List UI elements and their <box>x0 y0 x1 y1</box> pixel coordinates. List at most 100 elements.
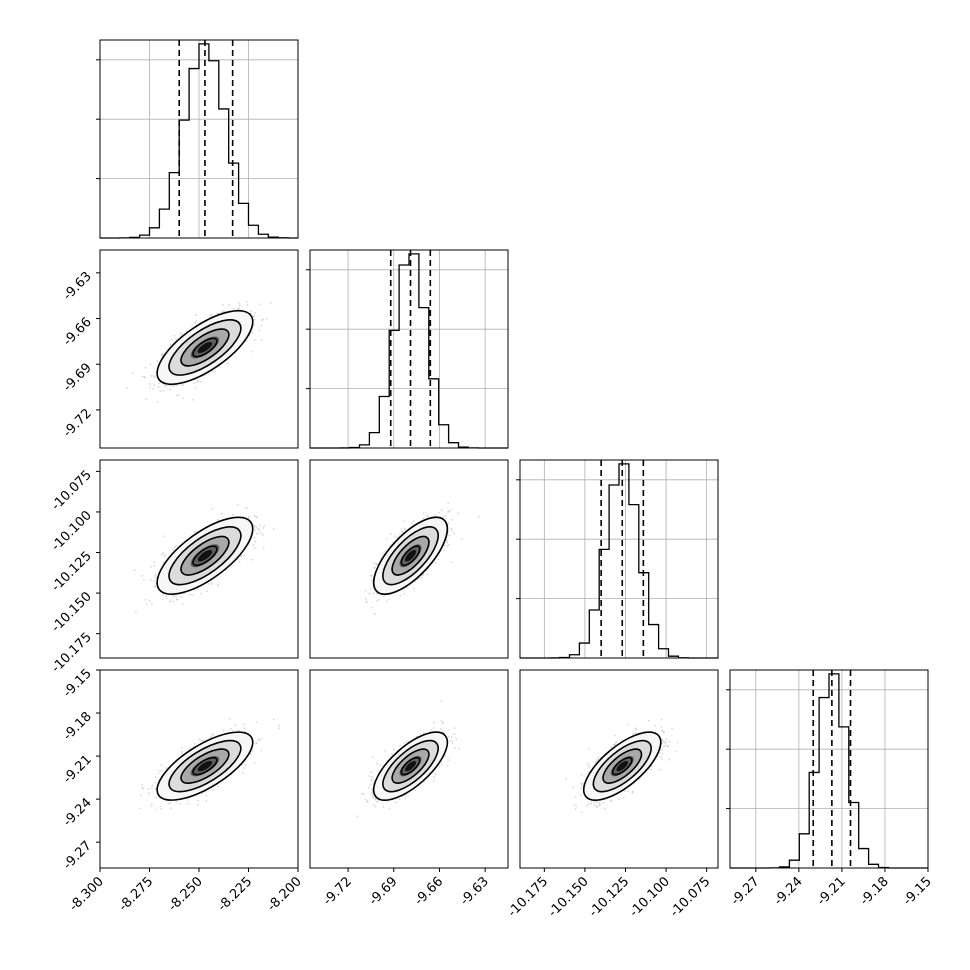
scatter-point <box>151 602 153 605</box>
scatter-point <box>165 597 168 600</box>
scatter-point <box>260 532 263 535</box>
scatter-point <box>437 512 440 514</box>
scatter-point <box>446 541 449 544</box>
scatter-point <box>154 586 157 589</box>
scatter-point <box>212 788 215 791</box>
scatter-point <box>165 595 168 598</box>
hist-panel-2 <box>516 459 719 659</box>
density-fill <box>405 549 417 562</box>
scatter-point <box>180 746 183 749</box>
scatter-panel-2-0 <box>99 459 299 659</box>
scatter-point <box>396 536 398 539</box>
scatter-point <box>278 724 280 727</box>
scatter-point <box>260 324 263 327</box>
scatter-point <box>443 549 446 551</box>
panel-content <box>139 717 281 811</box>
scatter-point <box>253 514 256 517</box>
grid-lines <box>520 460 718 658</box>
contour-line <box>192 545 218 567</box>
scatter-point <box>478 515 480 518</box>
scatter-point <box>150 374 153 377</box>
scatter-point <box>172 595 175 598</box>
scatter-point <box>194 387 197 390</box>
hist-panel-3 <box>726 669 929 869</box>
scatter-point <box>403 520 405 523</box>
scatter-point <box>194 321 197 324</box>
scatter-panel-2-1 <box>309 459 509 659</box>
scatter-point <box>254 540 257 543</box>
scatter-point <box>200 381 202 384</box>
grid-lines <box>100 40 298 238</box>
scatter-point <box>370 574 372 577</box>
scatter-point <box>198 738 200 741</box>
scatter-panel-3-0 <box>99 669 299 869</box>
scatter-point <box>152 579 155 582</box>
scatter-point <box>238 560 241 563</box>
scatter-point <box>450 527 453 530</box>
scatter-point <box>412 520 415 522</box>
scatter-point <box>383 550 386 553</box>
scatter-point <box>401 530 404 533</box>
scatter-point <box>214 370 217 373</box>
scatter-point <box>399 594 402 597</box>
scatter-point <box>161 594 164 597</box>
scatter-point <box>216 312 219 315</box>
scatter-point <box>174 545 177 548</box>
scatter-point <box>238 307 241 310</box>
scatter-point <box>175 338 178 341</box>
scatter-point <box>402 593 405 596</box>
scatter-point <box>146 603 148 606</box>
scatter-point <box>162 597 165 600</box>
panel-frame <box>99 249 299 449</box>
scatter-point <box>149 363 152 366</box>
scatter-point <box>242 723 245 726</box>
scatter-point <box>375 563 378 565</box>
scatter-point <box>210 313 213 316</box>
scatter-point <box>162 535 165 538</box>
scatter-point <box>364 589 367 592</box>
scatter-point <box>220 311 223 313</box>
scatter-point <box>243 767 245 769</box>
scatter-point <box>449 509 452 512</box>
scatter-point <box>253 339 256 341</box>
scatter-point <box>401 531 404 534</box>
scatter-point <box>254 528 256 531</box>
scatter-point <box>231 729 234 732</box>
scatter-point <box>378 598 381 601</box>
scatter-point <box>418 577 421 579</box>
scatter-point <box>207 583 210 585</box>
scatter-point <box>262 534 264 537</box>
scatter-point <box>205 590 208 593</box>
scatter-point <box>433 514 436 517</box>
scatter-point <box>251 331 254 334</box>
panel-frame <box>519 459 719 659</box>
scatter-point <box>154 788 157 791</box>
scatter-point <box>190 325 193 327</box>
scatter-point <box>262 527 265 529</box>
scatter-point <box>241 772 244 774</box>
scatter-point <box>160 553 163 556</box>
scatter-point <box>253 315 255 318</box>
scatter-point <box>414 580 417 583</box>
contour-line <box>382 526 439 586</box>
scatter-point <box>180 596 183 599</box>
scatter-point <box>153 561 155 564</box>
scatter-point <box>220 512 223 515</box>
panel-content <box>364 502 480 615</box>
scatter-point <box>211 583 214 585</box>
scatter-point <box>217 583 220 586</box>
scatter-point <box>440 509 443 512</box>
histogram-step <box>520 463 718 659</box>
scatter-point <box>460 538 463 540</box>
scatter-point <box>250 350 253 353</box>
scatter-point <box>444 515 447 517</box>
scatter-point <box>453 531 455 534</box>
scatter-point <box>159 390 162 393</box>
scatter-point <box>193 589 196 592</box>
scatter-point <box>197 803 199 806</box>
scatter-point <box>258 303 261 306</box>
scatter-point <box>160 807 163 810</box>
scatter-point <box>192 398 194 401</box>
scatter-point <box>187 802 190 805</box>
contour-line <box>391 535 430 576</box>
